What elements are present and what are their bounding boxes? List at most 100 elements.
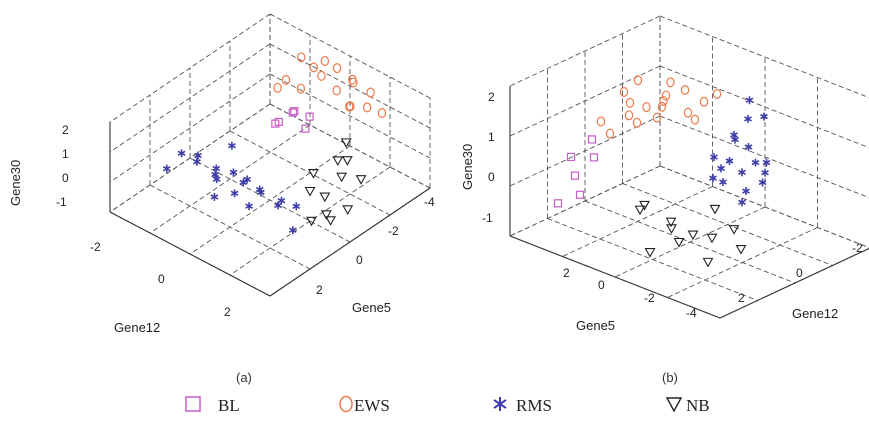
b-point-rms [719, 178, 727, 187]
a-x-tick-1: -2 [90, 240, 101, 254]
b-wall-grid-line [659, 115, 869, 199]
a-point-bl [274, 117, 283, 126]
b-point-nb [673, 237, 685, 248]
a-point-rms [292, 202, 301, 211]
b-y-axis-label: Gene12 [792, 306, 838, 321]
a-floor-grid-line [229, 166, 391, 276]
a-point-bl [288, 108, 297, 117]
a-point-rms [212, 175, 221, 184]
b-point-nb [687, 230, 699, 241]
a-point-rms [162, 164, 171, 173]
b-x-axis-label: Gene5 [576, 318, 615, 333]
legend-label-ews: EWS [354, 396, 390, 415]
legend: BL EWS RMS NB [185, 395, 710, 415]
a-point-nb [304, 186, 316, 197]
b-point-ews [690, 114, 700, 125]
b-y-tick-3: -2 [852, 241, 863, 255]
b-z-tick-3: 0 [488, 170, 495, 184]
a-point-ews [377, 107, 387, 118]
a-point-nb [336, 172, 348, 183]
a-point-ews [346, 101, 355, 112]
b-point-ews [683, 107, 693, 118]
b-point-rms [709, 174, 717, 183]
b-point-bl [589, 153, 599, 162]
b-point-nb [728, 225, 740, 235]
b-point-ews [619, 86, 629, 97]
a-point-ews [366, 87, 375, 98]
a-wall-grid-line [269, 73, 431, 159]
b-point-rms [742, 187, 750, 196]
legend-asterisk-icon [493, 397, 507, 411]
a-wall-grid-line [109, 73, 271, 183]
a-point-ews [332, 63, 342, 74]
a-y-tick-2: 0 [356, 253, 363, 267]
a-point-nb [307, 169, 319, 179]
a-point-ews [362, 102, 372, 113]
b-point-rms [710, 153, 718, 162]
a-x-axis-label: Gene12 [114, 320, 160, 335]
b-point-nb [639, 200, 650, 211]
a-point-rms [177, 149, 186, 158]
a-point-nb [306, 216, 317, 227]
a-point-ews [296, 83, 306, 94]
b-point-bl [575, 190, 585, 199]
b-point-rms [730, 130, 738, 139]
a-z-tick-2: 1 [62, 147, 69, 161]
b-series-nb [634, 200, 747, 268]
a-series-nb [304, 138, 367, 227]
b-x-tick-1: 2 [563, 266, 570, 280]
b-z-tick-2: 1 [488, 130, 495, 144]
legend-label-bl: BL [218, 396, 240, 415]
a-floor-grid-line [189, 157, 351, 243]
a-point-bl [305, 112, 314, 121]
b-point-bl [570, 171, 580, 180]
a-z-tick-3: 0 [62, 171, 69, 185]
panel-b-plot [509, 15, 869, 319]
b-point-rms [731, 135, 739, 144]
a-point-rms [212, 164, 221, 173]
b-point-ews [624, 110, 634, 121]
a-point-rms [239, 178, 248, 187]
b-point-bl [566, 152, 576, 162]
a-point-rms [210, 192, 219, 201]
b-floor-grid-line [547, 218, 758, 301]
b-point-bl [587, 135, 597, 144]
a-point-rms [194, 151, 202, 160]
b-point-ews [642, 102, 651, 113]
b-point-nb [706, 233, 718, 244]
a-point-nb [342, 205, 354, 215]
a-y-axis [269, 187, 431, 297]
a-point-ews [349, 77, 358, 88]
legend-label-nb: NB [686, 396, 710, 415]
a-z-tick-4: -1 [56, 195, 67, 209]
b-point-rms [717, 164, 725, 173]
b-point-nb [666, 224, 677, 234]
b-x-axis [509, 235, 721, 319]
b-point-ews [625, 97, 635, 108]
a-z-axis-label: Gene30 [8, 160, 23, 206]
b-wall-grid-line [659, 65, 869, 149]
b-series-ews [596, 75, 722, 139]
a-y-tick-4: -4 [424, 195, 435, 209]
b-point-ews [699, 96, 709, 107]
a-y-tick-3: -2 [388, 224, 399, 238]
b-wall-grid-line [659, 15, 869, 99]
b-y-tick-2: 0 [796, 266, 803, 280]
a-x-axis [109, 211, 271, 297]
a-point-ews [317, 70, 326, 81]
a-point-rms [211, 170, 220, 179]
a-point-ews [297, 52, 306, 63]
b-floor-grid-line [584, 200, 796, 284]
b-point-rms [762, 158, 771, 167]
legend-circle-icon [339, 395, 353, 413]
a-point-rms [192, 157, 201, 166]
b-point-ews [633, 75, 643, 86]
b-z-tick-4: -1 [482, 211, 493, 225]
b-z-axis-label: Gene30 [460, 144, 475, 190]
b-point-nb [702, 257, 714, 268]
a-point-rms [230, 189, 239, 198]
b-point-nb [665, 217, 677, 228]
b-x-tick-3: -2 [644, 291, 655, 305]
a-series-bl [271, 107, 314, 133]
a-point-nb [340, 138, 352, 148]
